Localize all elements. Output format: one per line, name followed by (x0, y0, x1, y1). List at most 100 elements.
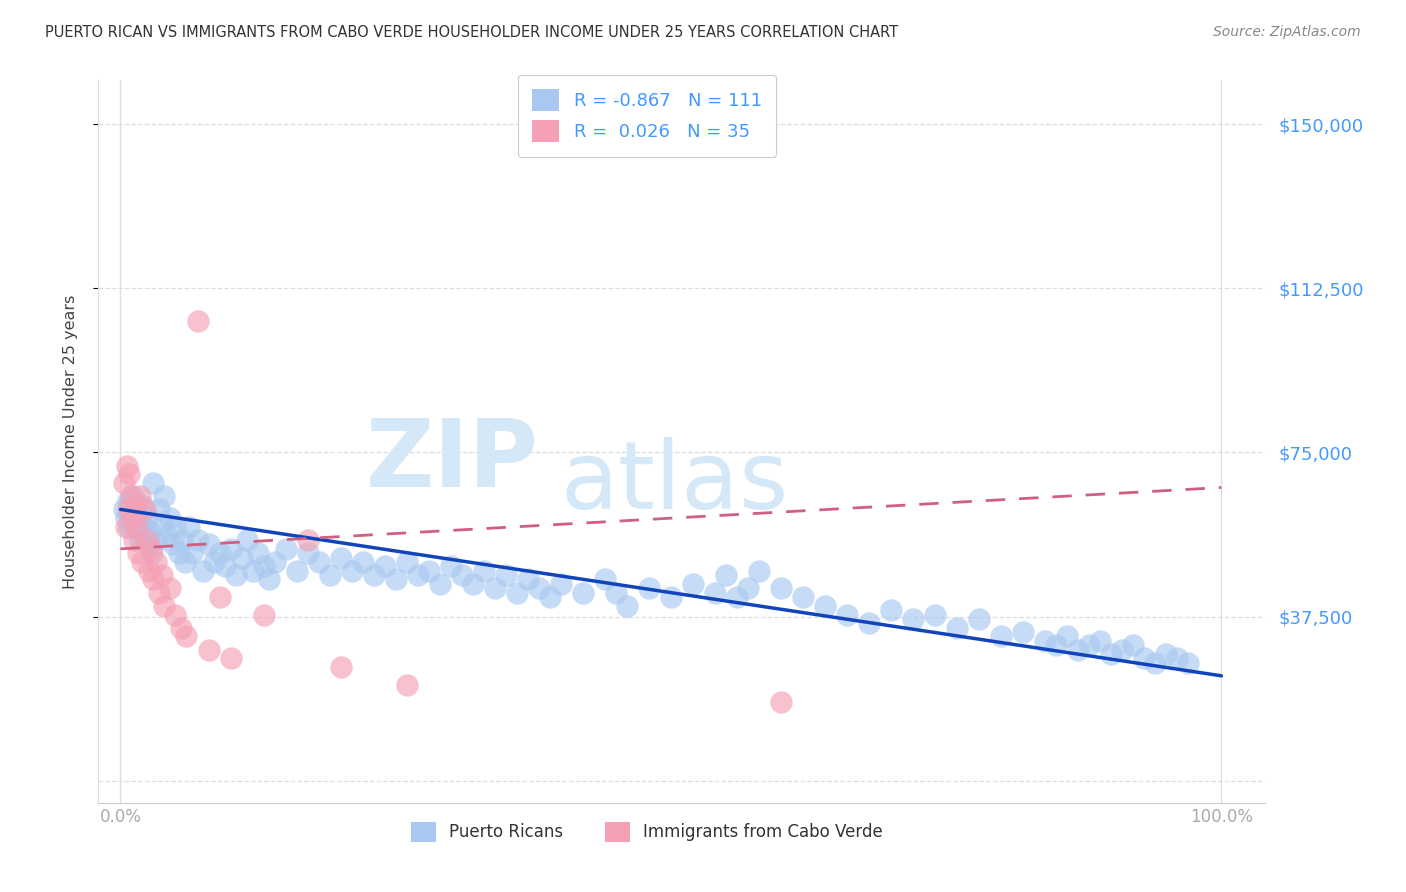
Point (150, 568, 173, 582)
Point (177, 520, 200, 534)
Point (136, 537, 159, 551)
Point (418, 564, 440, 578)
Point (682, 577, 704, 591)
Point (172, 533, 194, 547)
Point (835, 607, 858, 622)
Point (159, 511, 181, 525)
Point (1067, 642, 1090, 657)
Point (138, 564, 160, 578)
Point (117, 493, 139, 508)
Point (150, 520, 173, 534)
Point (129, 489, 152, 503)
Point (129, 533, 152, 547)
Point (121, 489, 143, 503)
Point (141, 541, 163, 556)
Point (605, 585, 627, 599)
Point (236, 533, 259, 547)
Point (461, 577, 484, 591)
Point (142, 476, 165, 491)
Point (725, 590, 748, 604)
Point (1133, 651, 1156, 665)
Point (231, 550, 253, 565)
Point (125, 524, 148, 539)
Point (165, 607, 187, 622)
Point (131, 555, 153, 569)
Point (1177, 656, 1199, 670)
Point (1156, 647, 1178, 661)
Point (156, 529, 179, 543)
Point (340, 564, 363, 578)
Point (120, 507, 142, 521)
Point (247, 546, 270, 560)
Point (901, 612, 924, 626)
Point (395, 555, 418, 569)
Point (135, 511, 157, 525)
Point (967, 612, 990, 626)
Point (274, 541, 297, 556)
Point (1033, 633, 1056, 648)
Point (118, 467, 141, 482)
Text: ZIP: ZIP (366, 416, 538, 508)
Point (118, 520, 141, 534)
Point (395, 677, 418, 691)
Point (538, 590, 561, 604)
Point (186, 314, 208, 328)
Point (174, 555, 197, 569)
Point (112, 476, 135, 491)
Point (1045, 638, 1067, 652)
Point (659, 590, 682, 604)
Point (135, 533, 157, 547)
Point (616, 599, 638, 613)
Point (132, 520, 155, 534)
Point (257, 573, 280, 587)
Point (139, 524, 162, 539)
Point (329, 660, 352, 674)
Point (145, 555, 167, 569)
Point (308, 555, 330, 569)
Point (297, 533, 319, 547)
Point (165, 520, 187, 534)
Point (148, 502, 170, 516)
Point (112, 502, 135, 516)
Point (990, 629, 1012, 643)
Point (450, 568, 472, 582)
Y-axis label: Householder Income Under 25 years: Householder Income Under 25 years (63, 294, 77, 589)
Point (946, 621, 969, 635)
Point (472, 564, 495, 578)
Point (769, 695, 792, 709)
Point (125, 520, 148, 534)
Point (285, 564, 308, 578)
Point (127, 511, 149, 525)
Point (202, 555, 225, 569)
Point (406, 568, 429, 582)
Point (318, 568, 340, 582)
Point (440, 559, 463, 574)
Point (186, 533, 208, 547)
Point (191, 564, 214, 578)
Point (484, 581, 506, 595)
Point (384, 573, 406, 587)
Point (297, 546, 319, 560)
Point (208, 590, 231, 604)
Point (145, 533, 167, 547)
Point (880, 603, 903, 617)
Point (225, 568, 247, 582)
Point (162, 537, 184, 551)
Point (219, 651, 242, 665)
Point (167, 546, 190, 560)
Point (120, 489, 142, 503)
Point (153, 489, 176, 503)
Point (131, 498, 153, 512)
Point (263, 555, 285, 569)
Point (117, 502, 139, 516)
Point (252, 607, 274, 622)
Point (495, 568, 517, 582)
Point (159, 581, 181, 595)
Point (1078, 638, 1101, 652)
Point (1144, 656, 1167, 670)
Point (593, 573, 616, 587)
Point (115, 511, 138, 525)
Point (121, 511, 143, 525)
Point (142, 573, 165, 587)
Point (638, 581, 661, 595)
